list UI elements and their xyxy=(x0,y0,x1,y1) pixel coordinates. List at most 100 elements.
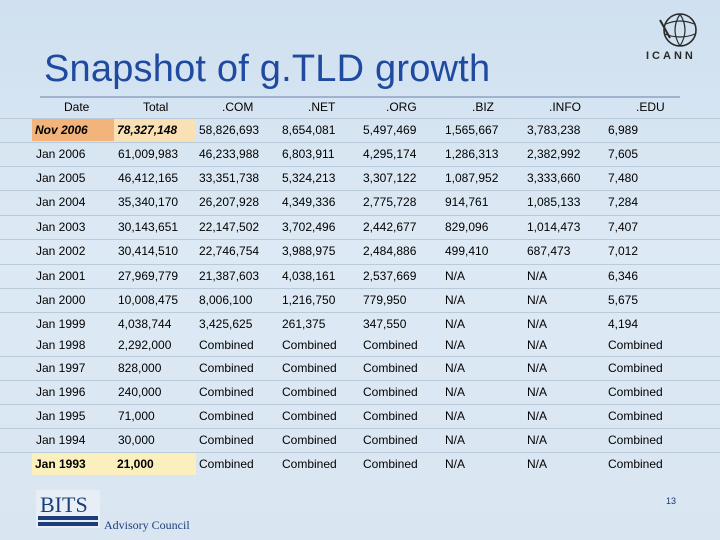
cell-info: N/A xyxy=(527,385,548,399)
table-row: Jan 1995 71,000 Combined Combined Combined N/… xyxy=(0,404,720,427)
cell-edu: 4,194 xyxy=(608,317,639,331)
table-row: Nov 2006 78,327,148 58,826,693 8,654,081 5,4… xyxy=(0,118,720,141)
cell-total: 2,292,000 xyxy=(118,338,172,352)
cell-date: Jan 1997 xyxy=(36,361,86,375)
bits-logo: BITS xyxy=(36,490,100,528)
cell-total: 61,009,983 xyxy=(118,147,179,161)
cell-edu: 6,346 xyxy=(608,269,639,283)
cell-com: Combined xyxy=(199,385,254,399)
table-row: Jan 2003 30,143,651 22,147,502 3,702,496 2,4… xyxy=(0,215,720,238)
cell-com: Combined xyxy=(199,409,254,423)
table-row: Jan 1994 30,000 Combined Combined Combined N/… xyxy=(0,428,720,451)
cell-date: Jan 1994 xyxy=(36,433,86,447)
table-header: Date Total .COM .NET .ORG .BIZ .INFO .ED… xyxy=(0,98,720,118)
cell-total: 828,000 xyxy=(118,361,162,375)
cell-biz: N/A xyxy=(445,385,466,399)
title-divider xyxy=(40,96,680,98)
page-title: Snapshot of g.TLD growth xyxy=(44,48,491,90)
cell-total: 30,000 xyxy=(118,433,155,447)
cell-com: Combined xyxy=(199,433,254,447)
cell-info: N/A xyxy=(527,293,548,307)
cell-net: Combined xyxy=(282,457,337,471)
cell-com: 33,351,738 xyxy=(199,171,260,185)
cell-org: 3,307,122 xyxy=(363,171,417,185)
col-header-org: .ORG xyxy=(386,100,417,114)
col-header-com: .COM xyxy=(222,100,254,114)
cell-info: N/A xyxy=(527,457,548,471)
cell-com: Combined xyxy=(199,338,254,352)
cell-net: Combined xyxy=(282,385,337,399)
cell-date: Jan 2004 xyxy=(36,195,86,209)
cell-info: N/A xyxy=(527,269,548,283)
cell-date: Jan 2000 xyxy=(36,293,86,307)
table-row: Jan 2001 27,969,779 21,387,603 4,038,161 2,5… xyxy=(0,264,720,287)
cell-net: 3,988,975 xyxy=(282,244,336,258)
cell-total: 4,038,744 xyxy=(118,317,172,331)
cell-org: 347,550 xyxy=(363,317,407,331)
cell-total: 35,340,170 xyxy=(118,195,179,209)
cell-edu: Combined xyxy=(608,361,663,375)
cell-biz: N/A xyxy=(445,457,466,471)
cell-net: 261,375 xyxy=(282,317,326,331)
cell-date: Jan 2001 xyxy=(36,269,86,283)
cell-net: 5,324,213 xyxy=(282,171,336,185)
cell-biz: N/A xyxy=(445,361,466,375)
cell-biz: 1,286,313 xyxy=(445,147,499,161)
cell-net: 1,216,750 xyxy=(282,293,336,307)
advisory-council-text: Advisory Council xyxy=(104,518,190,532)
table-row: Jan 1997 828,000 Combined Combined Combined N… xyxy=(0,356,720,379)
cell-edu: 7,605 xyxy=(608,147,639,161)
cell-com: 22,746,754 xyxy=(199,244,260,258)
cell-com: 3,425,625 xyxy=(199,317,253,331)
cell-info: 687,473 xyxy=(527,244,571,258)
cell-org: Combined xyxy=(363,385,418,399)
table-row: Jan 2006 61,009,983 46,233,988 6,803,911 4,2… xyxy=(0,142,720,165)
col-header-net: .NET xyxy=(308,100,336,114)
cell-com: 26,207,928 xyxy=(199,195,260,209)
table-row: Jan 1999 4,038,744 3,425,625 261,375 347,550… xyxy=(0,312,720,335)
cell-org: 779,950 xyxy=(363,293,407,307)
cell-edu: 7,480 xyxy=(608,171,639,185)
cell-edu: Combined xyxy=(608,385,663,399)
cell-com: 58,826,693 xyxy=(199,123,260,137)
cell-net: Combined xyxy=(282,433,337,447)
cell-edu: Combined xyxy=(608,409,663,423)
col-header-date: Date xyxy=(64,100,90,114)
cell-biz: 499,410 xyxy=(445,244,489,258)
cell-info: 1,085,133 xyxy=(527,195,581,209)
cell-date: Jan 1996 xyxy=(36,385,86,399)
cell-total: 240,000 xyxy=(118,385,162,399)
cell-com: Combined xyxy=(199,361,254,375)
cell-info: N/A xyxy=(527,409,548,423)
cell-info: 3,333,660 xyxy=(527,171,581,185)
cell-org: 5,497,469 xyxy=(363,123,417,137)
cell-com: 21,387,603 xyxy=(199,269,260,283)
cell-net: 4,349,336 xyxy=(282,195,336,209)
cell-date: Jan 1993 xyxy=(32,453,120,475)
cell-info: N/A xyxy=(527,361,548,375)
cell-biz: N/A xyxy=(445,293,466,307)
cell-biz: N/A xyxy=(445,317,466,331)
cell-net: 8,654,081 xyxy=(282,123,336,137)
table-row: Jan 1996 240,000 Combined Combined Combined N… xyxy=(0,380,720,403)
cell-biz: 914,761 xyxy=(445,195,489,209)
cell-total: 10,008,475 xyxy=(118,293,179,307)
svg-text:BITS: BITS xyxy=(40,492,88,517)
cell-org: Combined xyxy=(363,457,418,471)
cell-net: Combined xyxy=(282,338,337,352)
cell-org: Combined xyxy=(363,361,418,375)
cell-date: Jan 1995 xyxy=(36,409,86,423)
cell-net: 6,803,911 xyxy=(282,147,335,161)
cell-date: Jan 2005 xyxy=(36,171,86,185)
table-row: Jan 2002 30,414,510 22,746,754 3,988,975 2,4… xyxy=(0,239,720,262)
cell-net: Combined xyxy=(282,361,337,375)
cell-com: Combined xyxy=(199,457,254,471)
cell-info: N/A xyxy=(527,338,548,352)
cell-info: N/A xyxy=(527,433,548,447)
cell-edu: 6,989 xyxy=(608,123,639,137)
cell-edu: 5,675 xyxy=(608,293,639,307)
cell-org: 2,775,728 xyxy=(363,195,417,209)
cell-total: 27,969,779 xyxy=(118,269,179,283)
cell-org: Combined xyxy=(363,433,418,447)
cell-date: Jan 2002 xyxy=(36,244,86,258)
